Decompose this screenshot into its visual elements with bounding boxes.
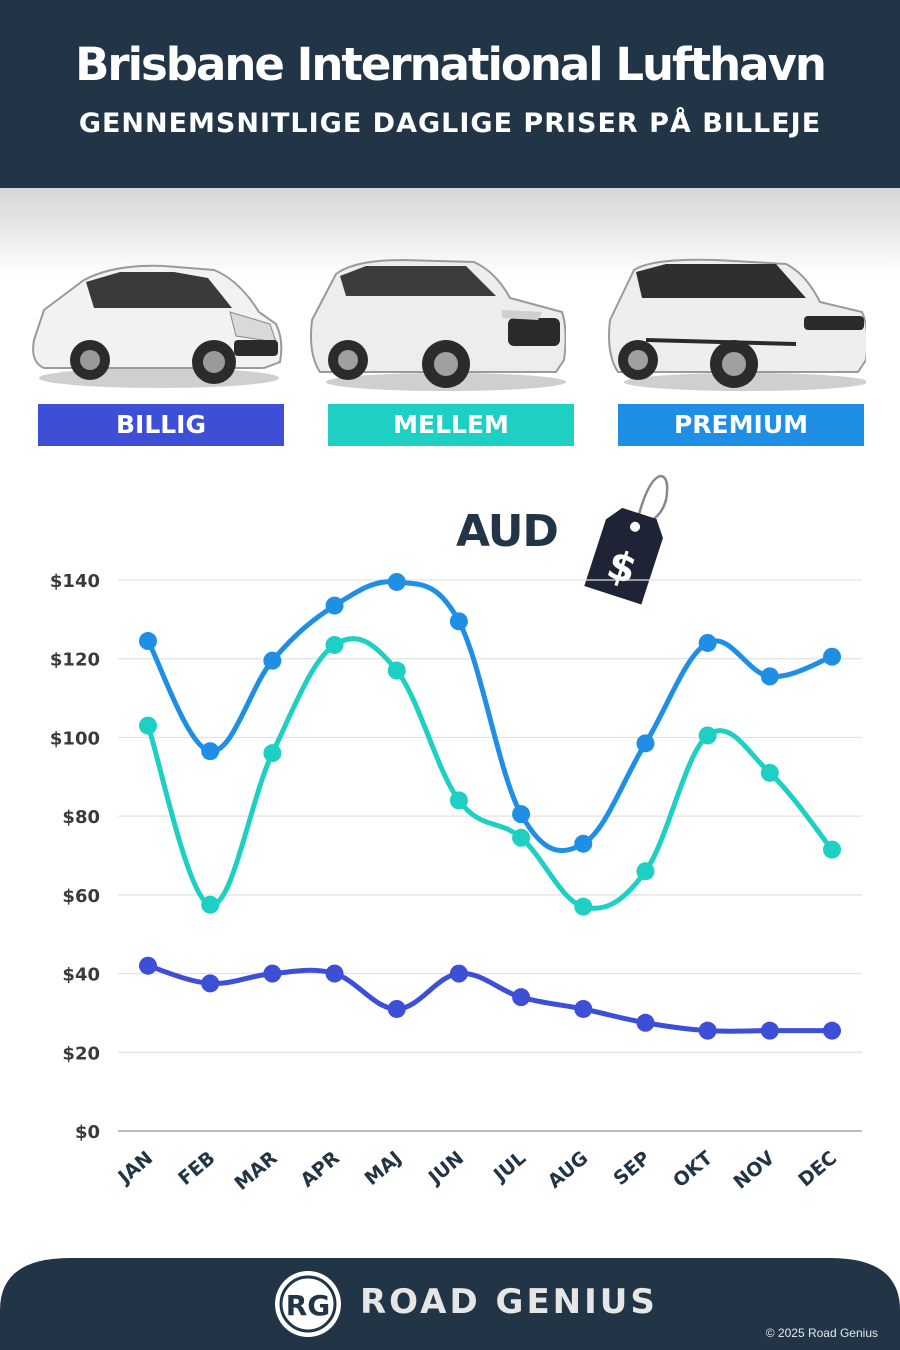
y-tick-label: $80 [62,807,100,828]
premium-suv-image [608,258,866,391]
data-point-mellem [449,791,468,810]
chart-grid [118,579,862,1132]
data-point-billig [139,956,157,975]
data-point-billig [698,1021,717,1040]
y-tick-label: $120 [50,650,100,671]
data-point-premium [698,633,717,652]
series-line-billig [145,963,835,1034]
data-point-billig [760,1021,779,1040]
category-economy-label: BILLIG [38,404,284,446]
x-tick-label: OKT [669,1147,717,1192]
chart-series [139,572,841,1040]
x-tick-label: FEB [174,1147,219,1190]
data-point-billig [512,988,531,1007]
y-tick-label: $0 [75,1122,100,1143]
data-point-mellem [387,661,406,680]
data-point-premium [449,612,468,631]
data-point-premium [823,647,841,666]
x-tick-label: AUG [544,1147,593,1193]
copyright-text: © 2025 Road Genius [765,1326,878,1340]
y-axis-ticks: $0 $20 $40 $60 $80 $100 $120 $140 [50,571,100,1143]
x-tick-label: JUL [488,1147,530,1187]
data-point-mellem [574,897,593,916]
data-point-premium [387,572,406,591]
data-point-mellem [325,635,344,654]
data-point-mellem [512,828,531,847]
x-tick-label: APR [296,1147,344,1192]
category-mid-label: MELLEM [328,404,574,446]
page-title: Brisbane International Lufthavn [75,38,827,91]
data-point-billig [263,964,282,983]
data-point-billig [325,964,344,983]
y-tick-label: $140 [50,571,100,592]
data-point-premium [325,596,344,615]
logo-text: RG [286,1289,331,1322]
data-point-premium [574,834,593,853]
road-genius-logo-icon: RG [275,1271,341,1337]
x-tick-label: SEP [609,1147,654,1190]
x-tick-label: NOV [729,1147,779,1194]
x-tick-label: MAR [230,1147,281,1195]
data-point-premium [636,734,655,753]
x-tick-label: DEC [794,1147,841,1191]
x-tick-label: MAJ [361,1147,406,1190]
x-tick-label: JUN [423,1147,468,1190]
page-subtitle: GENNEMSNITLIGE DAGLIGE PRISER PÅ BILLEJE [78,108,822,139]
data-point-mellem [760,763,779,782]
data-point-mellem [201,895,220,914]
data-point-billig [449,964,468,983]
y-tick-label: $40 [62,965,100,986]
x-tick-label: JAN [113,1147,158,1189]
currency-label: AUD [456,506,559,557]
economy-car-image [32,264,283,388]
data-point-premium [201,742,220,761]
data-point-mellem [139,716,157,735]
midsize-suv-image [310,258,566,391]
category-premium-label: PREMIUM [618,404,864,446]
data-point-mellem [823,840,841,859]
data-point-billig [636,1013,655,1032]
brand-name: ROAD GENIUS [360,1282,658,1322]
price-line-chart: $0 $20 $40 $60 $80 $100 $120 $140 JAN FEB MAR APR M… [50,571,862,1195]
data-point-premium [263,651,282,670]
data-point-mellem [698,726,717,745]
data-point-billig [387,999,406,1018]
data-point-premium [760,667,779,686]
y-tick-label: $100 [50,728,100,749]
data-point-billig [201,974,220,993]
y-tick-label: $60 [62,886,100,907]
footer-band [0,1258,900,1350]
series-line-mellem [145,636,835,911]
x-axis-ticks: JAN FEB MAR APR MAJ JUN JUL AUG SEP OKT NOV DEC [113,1147,842,1195]
data-point-mellem [263,744,282,763]
data-point-billig [574,999,593,1018]
data-point-premium [139,632,157,651]
y-tick-label: $20 [62,1043,100,1064]
data-point-premium [512,805,531,824]
data-point-billig [823,1021,841,1040]
header-banner: Brisbane International Lufthavn GENNEMSN… [0,0,900,188]
data-point-mellem [636,862,655,881]
